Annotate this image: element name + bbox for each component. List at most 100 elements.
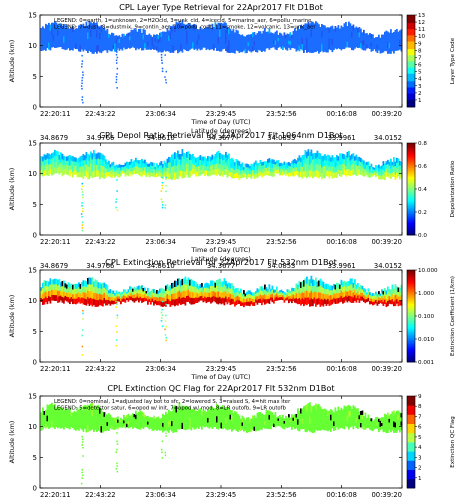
data-cell — [161, 452, 163, 454]
latitude-tick-label: 34.8679 — [40, 262, 68, 270]
y-tick-label: 0 — [33, 485, 37, 493]
data-cell — [82, 222, 84, 224]
data-cell — [82, 208, 84, 210]
data-cell — [165, 340, 166, 342]
data-cell — [161, 199, 163, 201]
colorbar-tick-label: 8 — [418, 48, 422, 54]
data-cell — [82, 310, 84, 312]
data-cell — [82, 441, 84, 443]
x-tick-label: 00:39:20 — [371, 238, 402, 246]
colorbar-tick-label: 3 — [418, 455, 422, 461]
x-tick-label: 23:06:34 — [145, 238, 176, 246]
data-cell — [162, 182, 164, 184]
panel-1-title: CPL Layer Type Retrieval for 22Apr2017 F… — [119, 2, 323, 12]
panel-3-colorbar: 0.0010.0100.1001.00010.000Extinction Coe… — [407, 268, 456, 366]
x-tick-label: 22:43:22 — [85, 365, 116, 373]
colorbar-tick-label: 0.8 — [418, 141, 427, 147]
y-tick-label: 10 — [28, 42, 37, 50]
data-cell — [161, 190, 163, 192]
data-cell — [165, 334, 166, 336]
panel-2-title: CPL Depol Ratio Retrieval for 22Apr2017 … — [99, 130, 343, 140]
data-cell — [365, 412, 367, 417]
y-tick-label: 0 — [33, 104, 37, 112]
y-tick-label: 5 — [33, 454, 37, 462]
panel-2-ylabel: Altitude (km) — [8, 168, 16, 211]
data-cell — [116, 59, 118, 61]
data-cell — [165, 452, 166, 454]
y-tick-label: 10 — [28, 170, 37, 178]
data-cell — [116, 76, 118, 78]
x-tick-label: 00:16:08 — [326, 365, 357, 373]
data-cell — [165, 455, 166, 457]
data-cell — [82, 60, 84, 62]
data-cell — [116, 87, 118, 89]
data-cell — [82, 329, 84, 331]
data-cell — [116, 174, 118, 176]
data-cell — [165, 82, 166, 84]
data-cell — [117, 317, 119, 319]
x-tick-label: 00:39:20 — [371, 491, 402, 499]
data-cell — [164, 207, 165, 209]
data-cell — [81, 99, 83, 101]
x-tick-label: 00:16:08 — [326, 491, 357, 499]
panel-1: CPL Layer Type Retrieval for 22Apr2017 F… — [8, 2, 456, 142]
data-cell — [166, 337, 167, 339]
data-cell — [116, 345, 118, 347]
data-cell — [164, 430, 165, 432]
x-tick-label: 23:52:56 — [266, 365, 297, 373]
data-cell — [162, 457, 164, 459]
data-cell — [147, 288, 149, 293]
data-cell — [362, 411, 364, 416]
data-cell — [115, 452, 117, 454]
data-cell — [117, 443, 119, 445]
data-cell — [116, 199, 118, 201]
data-cell — [116, 73, 118, 75]
colorbar-tick-label: 1 — [418, 476, 422, 482]
data-cell — [161, 62, 163, 64]
colorbar-tick-label: 7 — [418, 55, 422, 61]
data-cell — [165, 54, 166, 56]
data-cell — [161, 48, 163, 50]
latitude-tick-label: 34.0152 — [374, 134, 402, 142]
data-cell — [82, 475, 84, 477]
panel-4-colorbar-label: Extinction QC Flag — [450, 416, 456, 468]
data-cell — [153, 163, 155, 167]
y-tick-label: 15 — [28, 267, 37, 275]
data-cell — [117, 416, 119, 420]
data-cell — [165, 432, 166, 434]
data-cell — [162, 207, 164, 209]
data-cell — [161, 309, 163, 311]
data-cell — [82, 96, 84, 98]
colorbar-tick-label: 0.001 — [418, 360, 434, 366]
y-tick-label: 0 — [33, 232, 37, 240]
colorbar-tick-label: 10.000 — [418, 268, 438, 274]
data-cell — [371, 164, 373, 168]
data-cell — [368, 415, 370, 419]
data-cell — [368, 288, 370, 292]
data-cell — [164, 329, 165, 331]
panel-4-title: CPL Extinction QC Flag for 22Apr2017 Flt… — [107, 383, 335, 393]
x-tick-label: 22:43:22 — [85, 238, 116, 246]
data-cell — [115, 301, 117, 303]
x-tick-label: 00:16:08 — [326, 238, 357, 246]
panel-4-legend-line: LEGEND: 5=detector satur, 6=opod w/ init… — [54, 406, 287, 412]
data-cell — [82, 224, 84, 226]
x-tick-label: 23:52:56 — [266, 110, 297, 118]
data-cell — [116, 54, 118, 56]
data-cell — [161, 176, 163, 178]
colorbar-tick-label: 12 — [418, 20, 425, 26]
data-cell — [81, 483, 83, 485]
x-tick-label: 22:20:11 — [40, 238, 71, 246]
data-cell — [161, 317, 163, 319]
data-cell — [165, 79, 166, 81]
data-cell — [161, 185, 163, 187]
colorbar-tick-label: 2 — [418, 91, 422, 97]
data-cell — [116, 179, 118, 181]
colorbar-tick-label: 7 — [418, 414, 422, 420]
data-cell — [116, 449, 118, 451]
data-cell — [81, 477, 83, 479]
x-tick-label: 23:29:45 — [206, 238, 237, 246]
data-cell — [161, 187, 163, 189]
